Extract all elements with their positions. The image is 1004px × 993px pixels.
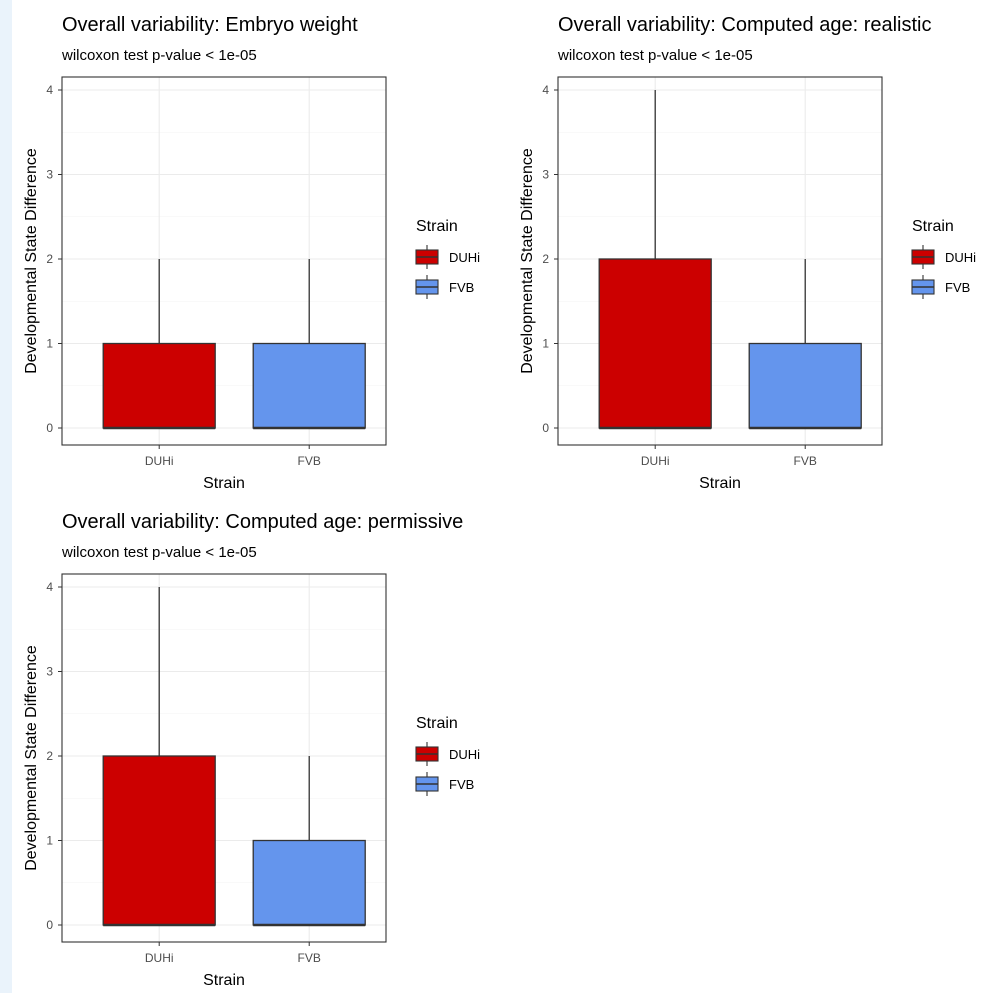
panel-border [557, 76, 883, 446]
chart-svg: Overall variability: Embryo weight wilcox… [23, 14, 480, 492]
legend: Strain DUHi FVB [415, 218, 480, 299]
chart-panel-computed-age-realistic: Overall variability: Computed age: reali… [508, 0, 998, 493]
legend-label: FVB [449, 280, 474, 295]
x-axis-title: Strain [203, 972, 245, 989]
chart-panel-embryo-weight: Overall variability: Embryo weight wilcox… [12, 0, 502, 493]
box-body [102, 755, 216, 926]
legend-title: Strain [912, 218, 954, 235]
legend-key-duhi [415, 245, 439, 269]
y-tick-label: 1 [542, 337, 549, 351]
legend-label: DUHi [449, 250, 480, 265]
y-tick-label: 0 [46, 421, 53, 435]
panel-border [61, 76, 387, 446]
chart-title: Overall variability: Computed age: permi… [62, 511, 463, 533]
y-tick-label: 0 [46, 918, 53, 932]
chart-svg: Overall variability: Computed age: reali… [519, 14, 976, 492]
x-tick-label: FVB [298, 951, 321, 965]
box-fvb [252, 756, 366, 927]
legend-label: FVB [945, 280, 970, 295]
y-tick-label: 3 [542, 168, 549, 182]
box-body [252, 342, 366, 429]
y-axis-title: Developmental State Difference [23, 645, 40, 871]
chart-title: Overall variability: Embryo weight [62, 14, 358, 36]
legend-key-fvb [911, 275, 935, 299]
box-duhi [598, 90, 712, 430]
chart-title: Overall variability: Computed age: reali… [558, 14, 932, 36]
y-tick-label: 3 [46, 168, 53, 182]
y-axis-title: Developmental State Difference [23, 148, 40, 374]
y-tick-label: 1 [46, 834, 53, 848]
chart-svg: Overall variability: Computed age: permi… [23, 511, 480, 989]
x-axis-title: Strain [699, 475, 741, 492]
legend-key-duhi [911, 245, 935, 269]
x-tick-label: DUHi [641, 454, 670, 468]
y-tick-label: 0 [542, 421, 549, 435]
legend: Strain DUHi FVB [911, 218, 976, 299]
legend-key-fvb [415, 772, 439, 796]
x-tick-label: DUHi [145, 454, 174, 468]
legend-title: Strain [416, 715, 458, 732]
box-duhi [102, 259, 216, 430]
box-body [598, 258, 712, 429]
x-axis-title: Strain [203, 475, 245, 492]
box-body [102, 342, 216, 429]
y-tick-label: 1 [46, 337, 53, 351]
y-tick-label: 2 [46, 252, 53, 266]
legend-label: FVB [449, 777, 474, 792]
x-tick-label: FVB [298, 454, 321, 468]
legend-key-duhi [415, 742, 439, 766]
legend-key-fvb [415, 275, 439, 299]
y-axis-title: Developmental State Difference [519, 148, 536, 374]
y-tick-label: 4 [46, 83, 53, 97]
panel-border [61, 573, 387, 943]
y-tick-label: 4 [542, 83, 549, 97]
box-body [748, 342, 862, 429]
box-fvb [748, 259, 862, 430]
legend-title: Strain [416, 218, 458, 235]
x-tick-label: DUHi [145, 951, 174, 965]
legend-label: DUHi [945, 250, 976, 265]
y-tick-label: 3 [46, 665, 53, 679]
legend-label: DUHi [449, 747, 480, 762]
figure-canvas: Overall variability: Embryo weight wilcox… [12, 0, 1004, 993]
x-tick-label: FVB [794, 454, 817, 468]
legend: Strain DUHi FVB [415, 715, 480, 796]
chart-subtitle: wilcoxon test p-value < 1e-05 [557, 47, 753, 64]
box-duhi [102, 587, 216, 927]
box-body [252, 839, 366, 926]
box-fvb [252, 259, 366, 430]
y-tick-label: 2 [46, 749, 53, 763]
chart-subtitle: wilcoxon test p-value < 1e-05 [61, 47, 257, 64]
y-tick-label: 2 [542, 252, 549, 266]
y-tick-label: 4 [46, 580, 53, 594]
chart-subtitle: wilcoxon test p-value < 1e-05 [61, 544, 257, 561]
chart-panel-computed-age-permissive: Overall variability: Computed age: permi… [12, 497, 502, 990]
